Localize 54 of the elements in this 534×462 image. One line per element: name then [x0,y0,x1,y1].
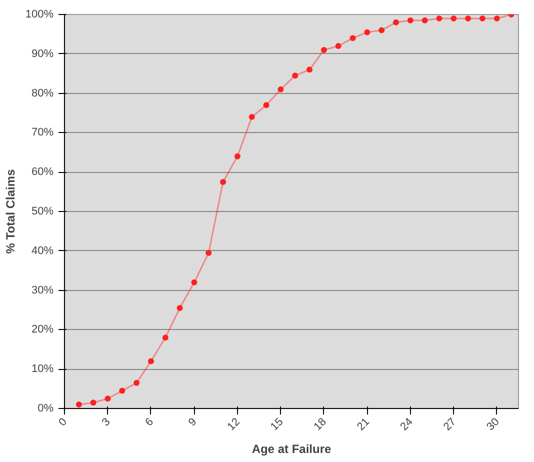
point [436,15,442,22]
y-tick-label: 80% [31,87,54,100]
point [378,27,385,34]
point [220,178,226,185]
point [206,250,212,256]
point [335,43,342,50]
point [450,15,457,22]
x-tick-label: 3 [100,416,113,429]
point [263,102,270,108]
point [320,46,327,53]
point [119,388,126,394]
point [350,35,356,42]
y-tick-label: 70% [31,126,54,139]
point [176,305,183,312]
x-tick-label: 0 [56,416,70,429]
point [134,380,140,386]
point [104,396,111,402]
point [422,17,428,24]
point [392,19,399,26]
x-tick-label: 9 [186,416,200,429]
x-tick-label: 21 [354,416,372,434]
y-tick-label: 90% [31,48,54,60]
point [479,15,486,22]
point [278,86,284,92]
x-tick-label: 27 [441,416,459,434]
point [162,334,168,341]
y-tick-label: 60% [31,166,54,178]
y-tick-label: 50% [31,206,54,218]
point [191,279,198,286]
x-tick-label: 12 [225,416,242,434]
point [364,29,370,36]
x-tick-label: 30 [484,416,502,434]
point [407,17,414,24]
y-tick-label: 20% [31,324,54,336]
point [465,15,472,22]
point [90,400,96,406]
x-tick-label: 6 [143,416,156,429]
x-tick-label: 18 [312,416,329,434]
y-tick-label: 40% [31,244,54,257]
y-tick-label: 0% [38,402,54,414]
x-tick-label: 15 [268,416,286,434]
y-tick-label: 100% [25,8,54,20]
point [494,15,500,22]
point [248,114,255,120]
point [306,66,313,73]
point [148,358,154,364]
point [76,402,82,408]
y-axis-title: % Total Claims [3,168,18,254]
y-tick-label: 10% [31,363,54,376]
x-tick-label: 24 [398,416,416,434]
y-tick-label: 30% [31,284,54,296]
point [234,153,240,160]
point [292,72,298,79]
x-axis-title: Age at Failure [252,442,332,456]
